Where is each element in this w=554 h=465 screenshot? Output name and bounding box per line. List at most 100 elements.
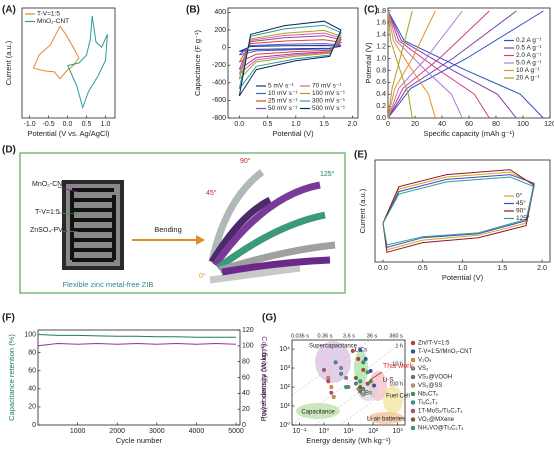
x-tick-label: 20 [411, 121, 419, 128]
series-line [238, 35, 342, 70]
x-tick-label: 1.5 [319, 121, 329, 128]
point [365, 370, 370, 375]
x-tick-label: 3000 [149, 428, 165, 435]
legend-marker [410, 349, 416, 354]
point [329, 385, 334, 389]
series-line [387, 10, 463, 119]
annotation: Li-air batteries [367, 417, 405, 423]
y-tick-label: 0.8 [376, 67, 386, 74]
point [329, 390, 334, 395]
x-tick-label: 2000 [109, 428, 125, 435]
y-tick-label: 1.0 [376, 55, 386, 62]
device-label: ZnSO₄-PVA [30, 227, 67, 234]
x-tick-label: 10² [368, 428, 379, 435]
point [368, 379, 373, 384]
annotation: 0.036 s [291, 333, 309, 339]
legend-label: 50 mV s⁻¹ [268, 105, 298, 112]
x-tick-label: 10⁰ [319, 427, 330, 435]
legend-label: VO₂@MXene [418, 417, 455, 423]
annotation: 3.6 s [343, 333, 355, 339]
series-line [387, 10, 436, 119]
x-tick-label: 80 [492, 121, 500, 128]
bending-arrow [132, 235, 205, 245]
angle-label: 0° [199, 272, 206, 280]
legend-marker [410, 391, 416, 397]
series-line [238, 39, 343, 63]
panel-label: (F) [2, 313, 15, 324]
legend-label: V₂O₅ [418, 358, 432, 364]
x-tick-label: 5000 [228, 428, 244, 435]
y2-tick-label: 100 [242, 343, 254, 350]
series-line [382, 169, 535, 253]
y-tick-label: 0.4 [376, 91, 386, 98]
y-tick-label: 200 [214, 27, 226, 34]
series-line [239, 44, 342, 52]
y2-tick-label: 120 [242, 327, 254, 334]
angle-label: 90° [240, 157, 251, 165]
diagram-caption: Flexible zinc metal-free ZIB [63, 280, 154, 289]
point [358, 385, 363, 389]
series-line [387, 10, 490, 119]
panel-label: (B) [186, 5, 200, 16]
point [372, 383, 377, 388]
y-axis-label: Current (a.u.) [358, 188, 367, 233]
x-tick-label: 40 [438, 121, 446, 128]
point [339, 371, 344, 376]
legend-label: 100 mV s⁻¹ [312, 90, 346, 97]
annotation: This work [383, 363, 413, 370]
point [361, 367, 366, 372]
panel-label: (G) [262, 313, 276, 324]
legend-label: 5.0 A g⁻¹ [516, 60, 542, 67]
series-line [387, 10, 544, 119]
x-tick-label: 0.5 [263, 121, 273, 128]
legend-label: Nb₂CTₓ [418, 392, 438, 398]
plot-frame [21, 7, 116, 119]
y-tick-label: 0 [222, 44, 226, 51]
point [326, 376, 331, 380]
x-tick-label: 1.0 [458, 265, 468, 272]
legend-label: T-V=1:5 [37, 11, 60, 18]
point [350, 348, 355, 353]
y-tick-label: 1.6 [376, 20, 386, 27]
y-tick-label: 10² [280, 384, 291, 391]
legend-label: 0° [516, 192, 523, 200]
annotation: Li-S [383, 378, 394, 384]
y-tick-label: 0.2 [376, 103, 386, 110]
x-tick-label: 1.0 [291, 121, 301, 128]
series-line [387, 10, 517, 119]
y-tick-label: 10⁴ [279, 346, 290, 353]
series-line [37, 342, 237, 347]
legend-label: 25 mV s⁻¹ [268, 98, 298, 105]
y-tick-label: 1.2 [376, 43, 386, 50]
y-tick-label: 10³ [280, 365, 291, 372]
point [321, 367, 326, 372]
annotation: 36 s [367, 333, 378, 339]
x-tick-label: 1000 [70, 428, 86, 435]
series-line [238, 24, 342, 90]
legend-label: 45° [516, 199, 526, 207]
legend-marker [410, 425, 416, 431]
point [333, 360, 338, 365]
y-tick-label: 60 [28, 368, 36, 375]
x-tick-label: -1.0 [24, 121, 36, 128]
x-tick-label: 10¹ [343, 428, 354, 435]
panel-label: (C) [364, 5, 378, 16]
y-axis-label: Current (a.u.) [4, 40, 13, 85]
legend-label: Ti₃C₂Tₓ [418, 400, 438, 406]
point [353, 376, 358, 380]
annotation: 10 h [392, 361, 403, 367]
x-tick-label: 2.0 [347, 121, 357, 128]
annotation: 0.36 s [318, 333, 333, 339]
legend-label: 125° [516, 214, 530, 222]
x-tick-label: 1.0 [101, 121, 111, 128]
angle-label: 125° [320, 170, 335, 178]
series-line [37, 334, 236, 338]
legend-label: VS₂@SS [418, 383, 442, 389]
x-tick-label: 100 [517, 121, 529, 128]
point [339, 366, 344, 370]
point [353, 381, 358, 386]
y-tick-label: 40 [28, 386, 36, 393]
point [363, 357, 368, 361]
y2-tick-label: 20 [242, 406, 250, 413]
x-axis-label: Potential (V) [442, 273, 484, 282]
